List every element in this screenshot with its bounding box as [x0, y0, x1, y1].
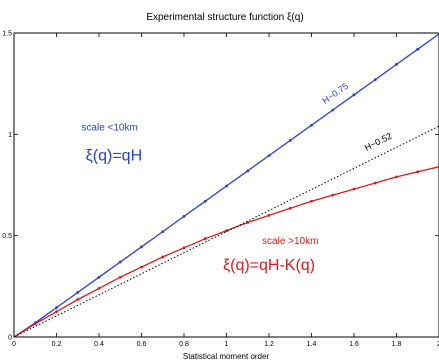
series-0-point — [161, 230, 165, 234]
series-0-point — [76, 291, 80, 294]
series-0-point — [55, 306, 58, 310]
x-tick-label: 0.4 — [94, 341, 104, 348]
chart-title: Experimental structure function ξ(q) — [146, 12, 303, 23]
y-tick-label: 1.5 — [2, 31, 12, 38]
x-tick-label: 2 — [437, 341, 439, 348]
series-1-point — [55, 310, 58, 314]
x-tick-label: 0 — [12, 341, 16, 348]
series-1-point — [331, 193, 335, 197]
x-tick-label: 1.2 — [264, 341, 274, 348]
series-0-point — [97, 275, 101, 279]
annotation-label: scale <10km — [81, 122, 137, 133]
annotation-label: ξ(q)=qH-K(q) — [223, 257, 315, 274]
annotation-label: H~0.75 — [320, 81, 350, 106]
series-1-point — [33, 322, 37, 326]
series-0-point — [267, 154, 271, 158]
series-0-point — [118, 260, 122, 264]
series-1-point — [373, 181, 377, 185]
series-0-point — [288, 139, 292, 142]
series-1-point — [267, 214, 271, 217]
series-1-point — [140, 265, 143, 269]
x-axis-label: Statistical moment order — [183, 352, 270, 361]
x-tick-label: 0.6 — [137, 341, 147, 348]
series-0-point — [395, 63, 398, 66]
x-tick-label: 1 — [225, 341, 229, 348]
x-tick-label: 1.8 — [392, 341, 402, 348]
series-1-point — [395, 175, 398, 179]
series-0-point — [225, 184, 228, 188]
series-1-point — [182, 246, 186, 250]
series-0-point — [416, 47, 420, 51]
annotation-label: ξ(q)=qH — [86, 148, 143, 165]
series-1-point — [288, 206, 292, 210]
y-tick-label: 0.5 — [2, 233, 12, 240]
series-1-point — [76, 298, 80, 301]
series-line-1 — [13, 166, 439, 338]
x-tick-label: 0.2 — [52, 341, 62, 348]
series-1-point — [118, 275, 122, 279]
axis-ticks: 0 0.2 0.4 0.6 0.8 1 1.2 1.4 1.6 1.8 2 0 0.5 1 1.5 — [2, 31, 439, 348]
series-1-point — [225, 229, 228, 233]
y-tick-label: 1 — [8, 132, 12, 139]
series-1-point — [416, 170, 420, 174]
annotation-label: scale >10km — [262, 236, 318, 247]
series-0-point — [203, 199, 207, 203]
series-0-point — [140, 245, 143, 249]
y-tick-label: 0 — [8, 335, 12, 342]
series-layer — [13, 32, 439, 338]
series-0-point — [373, 78, 377, 82]
series-1-point — [310, 199, 313, 203]
series-1-point — [97, 286, 101, 290]
series-0-point — [331, 108, 335, 112]
series-0-point — [352, 93, 356, 97]
series-1-point — [203, 237, 207, 241]
series-0-point — [310, 123, 313, 127]
x-tick-label: 0.8 — [179, 341, 189, 348]
series-1-point — [161, 255, 165, 259]
series-0-point — [246, 169, 250, 173]
annotation-label: H~0.52 — [363, 131, 394, 153]
x-tick-label: 1.6 — [349, 341, 359, 348]
x-tick-label: 1.4 — [307, 341, 317, 348]
series-0-point — [182, 215, 186, 218]
series-1-point — [352, 187, 356, 191]
